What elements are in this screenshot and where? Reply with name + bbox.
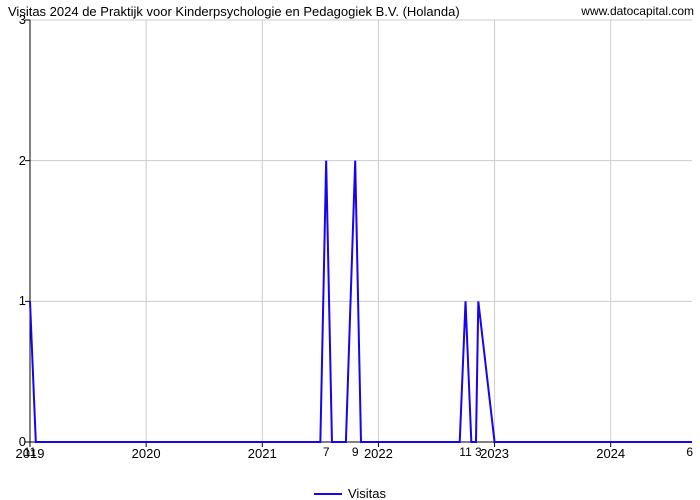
data-point-label: 7 [323,445,330,459]
x-axis-tick-label: 2022 [364,446,393,461]
data-point-label: 9 [352,445,359,459]
x-axis-tick-label: 2020 [132,446,161,461]
y-axis-tick-label: 2 [6,153,26,168]
data-point-label: 3 [475,445,482,459]
x-axis-tick-label: 2021 [248,446,277,461]
watermark-text: www.datocapital.com [581,4,694,18]
legend-label: Visitas [348,486,386,500]
y-axis-tick-label: 1 [6,293,26,308]
chart-legend: Visitas [314,486,386,500]
x-axis-tick-label: 2023 [480,446,509,461]
legend-swatch-icon [314,493,342,495]
x-axis-tick-label: 2024 [596,446,625,461]
chart-title: Visitas 2024 de Praktijk voor Kinderpsyc… [8,4,460,19]
y-axis-tick-label: 3 [6,12,26,27]
chart-plot-area [30,20,692,442]
data-point-label: 6 [686,445,693,459]
data-point-label: 11 [459,445,471,459]
data-point-label: 11 [24,445,36,459]
